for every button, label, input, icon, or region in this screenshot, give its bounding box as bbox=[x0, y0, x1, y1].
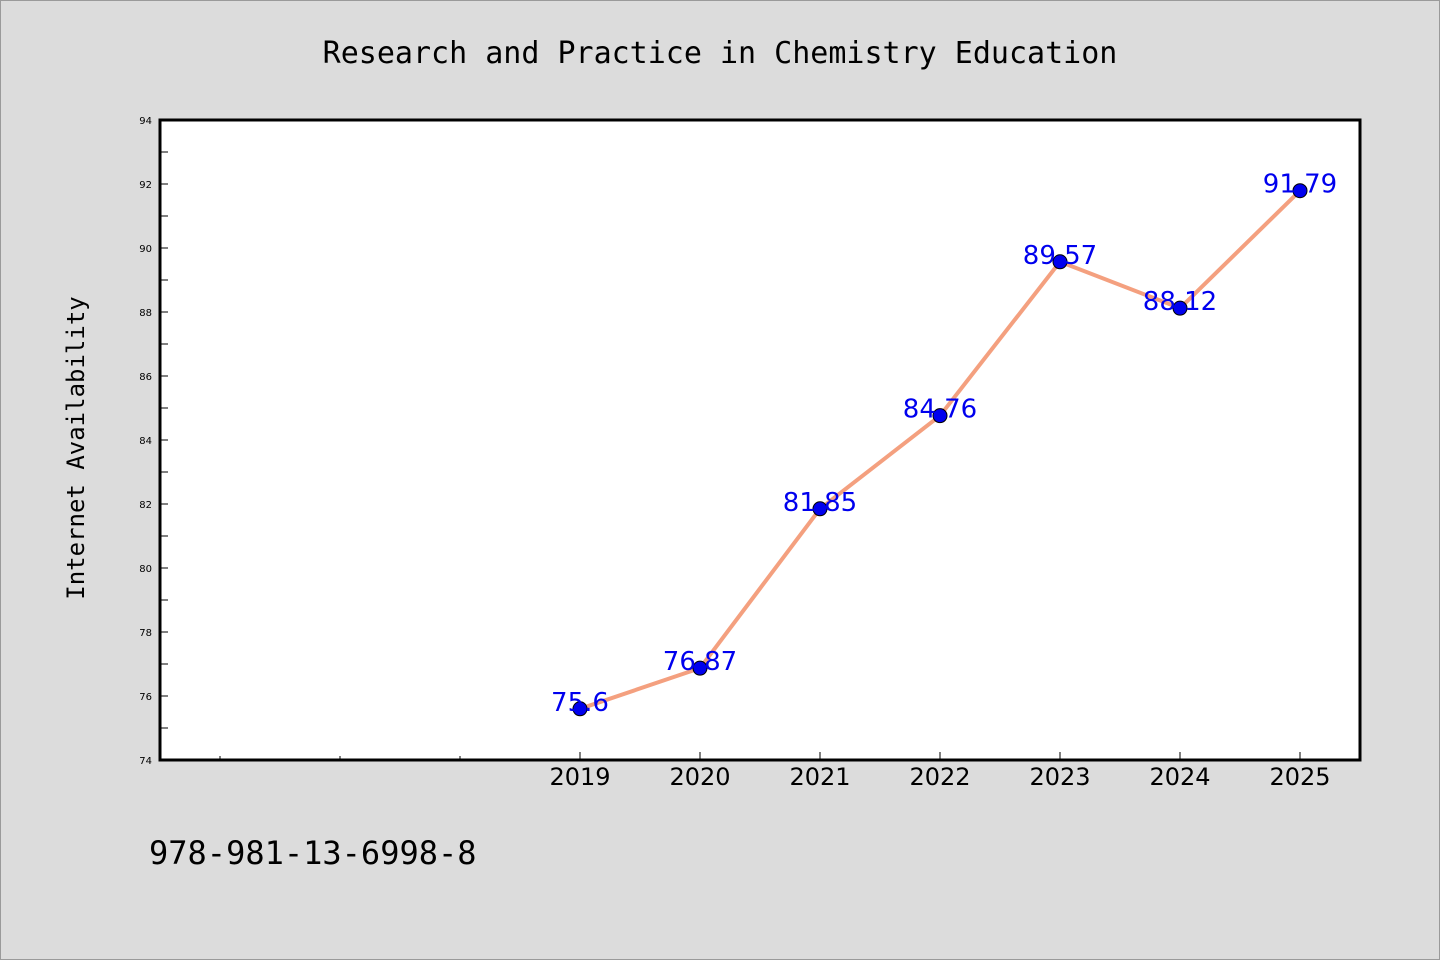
data-label: 81.85 bbox=[783, 488, 857, 518]
y-tick-label: 78 bbox=[139, 628, 152, 639]
y-tick-label: 94 bbox=[139, 116, 152, 127]
x-tick-label: 2024 bbox=[1149, 763, 1210, 791]
data-label: 84.76 bbox=[903, 395, 977, 425]
plot-border bbox=[158, 118, 1362, 762]
x-tick-label: 2020 bbox=[669, 763, 730, 791]
data-point bbox=[1052, 254, 1068, 270]
data-label: 88.12 bbox=[1143, 287, 1217, 317]
x-tick-label: 2025 bbox=[1269, 763, 1330, 791]
plot-area bbox=[160, 120, 1360, 760]
data-point bbox=[692, 660, 708, 676]
data-label: 91.79 bbox=[1263, 170, 1337, 200]
y-tick-label: 92 bbox=[139, 180, 152, 191]
data-point bbox=[1172, 300, 1188, 316]
data-point bbox=[932, 408, 948, 424]
y-tick-label: 86 bbox=[139, 372, 152, 383]
y-tick-label: 88 bbox=[139, 308, 152, 319]
data-point bbox=[812, 501, 828, 517]
y-tick-label: 90 bbox=[139, 244, 152, 255]
isbn-text: 978-981-13-6998-8 bbox=[149, 834, 477, 872]
y-tick-label: 80 bbox=[139, 564, 152, 575]
y-tick-label: 82 bbox=[139, 500, 152, 511]
data-label: 89.57 bbox=[1023, 241, 1097, 271]
x-tick-label: 2023 bbox=[1029, 763, 1090, 791]
data-point bbox=[572, 701, 588, 717]
data-label: 75.6 bbox=[551, 688, 609, 718]
x-tick-label: 2021 bbox=[789, 763, 850, 791]
y-axis-label: Internet Availability bbox=[62, 296, 90, 599]
y-tick-label: 74 bbox=[139, 756, 152, 767]
x-axis: 2019 2020 2021 2022 2023 2024 2025 bbox=[219, 752, 1331, 791]
data-label: 76.87 bbox=[663, 647, 737, 677]
chart-title: Research and Practice in Chemistry Educa… bbox=[323, 36, 1118, 71]
x-tick-label: 2022 bbox=[909, 763, 970, 791]
y-tick-label: 76 bbox=[139, 692, 152, 703]
series-line: 75.6 76.87 81.85 84.76 89.57 88.12 91.79 bbox=[551, 170, 1337, 718]
x-tick-label: 2019 bbox=[549, 763, 610, 791]
data-point bbox=[1292, 183, 1308, 199]
y-tick-label: 84 bbox=[139, 436, 152, 447]
